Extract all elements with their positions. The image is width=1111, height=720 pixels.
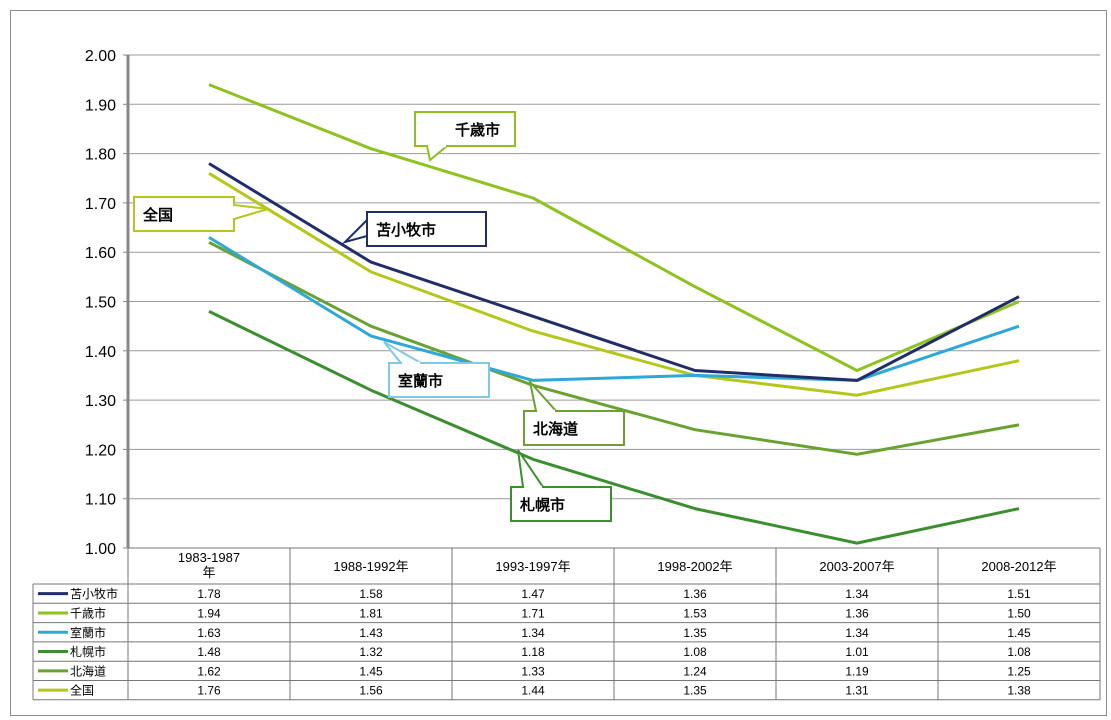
table-cell-value: 1.19: [845, 664, 869, 678]
table-cell-value: 1.25: [1007, 664, 1031, 678]
table-cell-value: 1.31: [845, 684, 869, 698]
y-tick-label: 1.80: [85, 147, 116, 164]
table-cell-value: 1.78: [197, 587, 221, 601]
y-tick-label: 1.70: [85, 196, 116, 213]
callout-box: [510, 486, 612, 522]
callout-label: 北海道: [533, 420, 578, 438]
y-tick-label: 1.00: [85, 541, 116, 558]
callout-box: [414, 111, 516, 147]
y-tick-label: 1.60: [85, 245, 116, 262]
table-cell-value: 1.18: [521, 645, 545, 659]
x-category-label: 1998-2002年: [657, 559, 732, 574]
row-series-label: 千歳市: [70, 605, 106, 620]
series-line: [208, 172, 1020, 397]
table-cell-value: 1.43: [359, 626, 383, 640]
table-cell-value: 1.48: [197, 645, 221, 659]
table-cell-value: 1.71: [521, 606, 545, 620]
table-cell-value: 1.35: [683, 626, 707, 640]
table-cell-value: 1.35: [683, 684, 707, 698]
table-cell-value: 1.24: [683, 664, 707, 678]
y-tick-label: 2.00: [85, 48, 116, 65]
callout-label: 札幌市: [519, 496, 565, 514]
y-tick-label: 1.90: [85, 97, 116, 114]
callout-box: [523, 410, 625, 446]
table-cell-value: 1.94: [197, 606, 221, 620]
data-table: 苫小牧市 1.78 1.58 1.47 1.36 1.34 1.51 千歳市 1.94 1.81 1…: [32, 547, 1101, 701]
row-series-label: 全国: [70, 683, 94, 698]
table-cell-value: 1.81: [359, 606, 383, 620]
x-category-label-line: 年: [202, 565, 215, 580]
callout-pointer: [528, 378, 559, 412]
series-line: [208, 236, 1020, 382]
table-cell-value: 1.32: [359, 645, 383, 659]
y-tick-label: 1.40: [85, 344, 116, 361]
table-cell-value: 1.08: [1007, 645, 1031, 659]
table-cell-value: 1.50: [1007, 606, 1031, 620]
table-cell-value: 1.36: [845, 606, 869, 620]
row-series-label: 札幌市: [70, 644, 106, 659]
y-tick-label: 1.20: [85, 442, 116, 459]
table-cell-value: 1.33: [521, 664, 545, 678]
row-series-label: 北海道: [70, 663, 106, 678]
x-category-label: 2003-2007年: [819, 559, 894, 574]
row-series-label: 室蘭市: [70, 625, 106, 640]
table-cell-value: 1.56: [359, 684, 383, 698]
table-cell-value: 1.63: [197, 626, 221, 640]
table-cell-value: 1.36: [683, 587, 707, 601]
x-category-label: 1993-1997年: [495, 559, 570, 574]
series-lines: [208, 83, 1020, 545]
table-cell-value: 1.08: [683, 645, 707, 659]
callout-pointer: [341, 217, 368, 244]
y-tick-label: 1.50: [85, 295, 116, 312]
callout-label: 苫小牧市: [376, 221, 436, 239]
chart-frame: [10, 10, 1107, 716]
table-cell-value: 1.62: [197, 664, 221, 678]
table-cell-value: 1.76: [197, 684, 221, 698]
table-cell-value: 1.01: [845, 645, 869, 659]
table-cell-value: 1.51: [1007, 587, 1031, 601]
table-cell-value: 1.53: [683, 606, 707, 620]
table-cell-value: 1.45: [1007, 626, 1031, 640]
series-line: [208, 240, 1020, 456]
callout-label: 千歳市: [455, 121, 500, 139]
gridlines: [123, 54, 1100, 549]
callout-label: 室蘭市: [398, 372, 443, 390]
series-line: [208, 310, 1020, 545]
series-line: [208, 162, 1020, 382]
row-series-label: 苫小牧市: [70, 586, 118, 601]
table-cell-value: 1.58: [359, 587, 383, 601]
table-cell-value: 1.34: [845, 626, 869, 640]
callout-box: [388, 362, 490, 398]
table-cell-value: 1.47: [521, 587, 545, 601]
y-tick-label: 1.10: [85, 492, 116, 509]
table-cell-value: 1.38: [1007, 684, 1031, 698]
table-cell-value: 1.44: [521, 684, 545, 698]
table-cell-value: 1.45: [359, 664, 383, 678]
table-cell-value: 1.34: [845, 587, 869, 601]
callout-label: 全国: [142, 206, 173, 224]
x-category-label: 1983-1987 年: [178, 550, 240, 580]
callout-pointer: [517, 449, 545, 488]
x-category-label-line: 1983-1987: [178, 550, 240, 565]
y-tick-label: 1.30: [85, 393, 116, 410]
table-cell-value: 1.34: [521, 626, 545, 640]
x-category-label: 2008-2012年: [981, 559, 1056, 574]
callout-box: [133, 196, 235, 232]
callout-box: [366, 211, 487, 247]
series-line: [208, 83, 1020, 372]
x-category-label: 1988-1992年: [333, 559, 408, 574]
callout-pointer: [425, 145, 450, 162]
